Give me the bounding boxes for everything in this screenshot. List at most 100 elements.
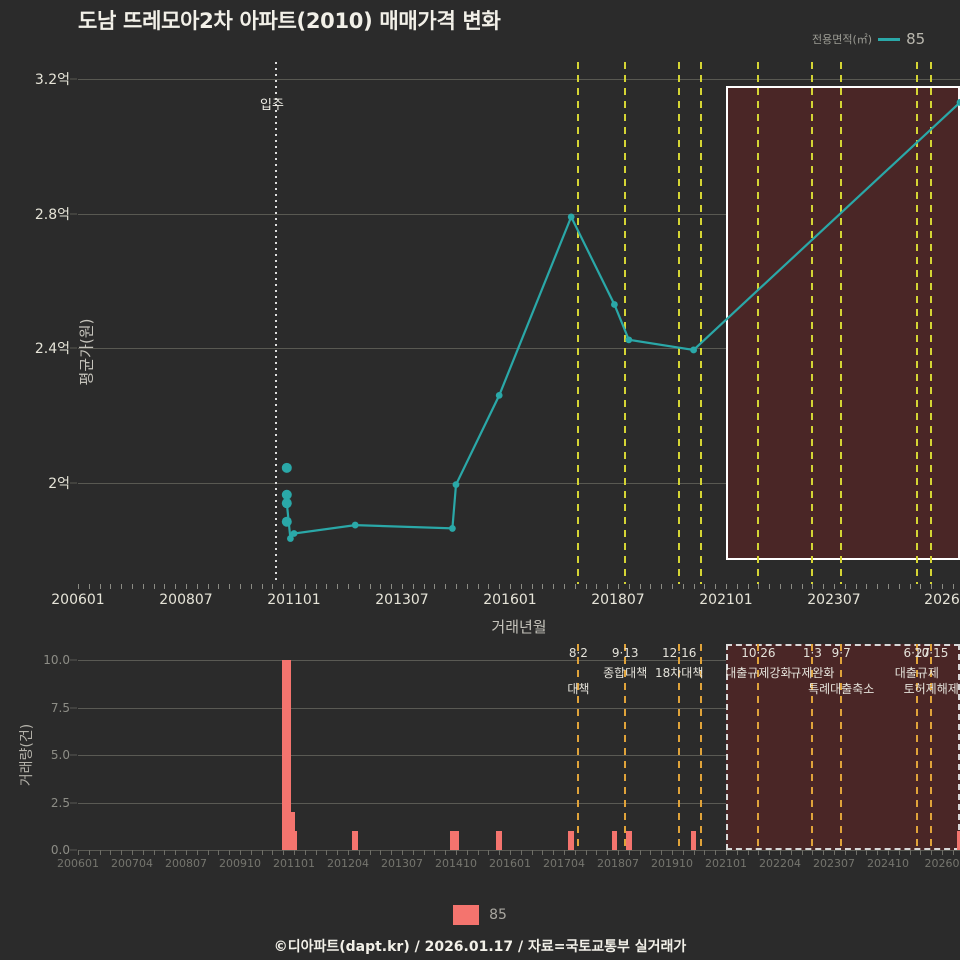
price-x-minor-tick — [445, 584, 447, 589]
price-x-minor-tick — [434, 584, 436, 589]
volume-x-minor-tick — [218, 850, 220, 855]
volume-x-tick-label: 201601 — [489, 857, 531, 870]
volume-x-minor-tick — [499, 850, 501, 855]
volume-x-minor-tick — [661, 850, 663, 855]
price-data-point[interactable] — [452, 481, 460, 489]
volume-x-minor-tick — [121, 850, 123, 855]
volume-x-minor-tick — [682, 850, 684, 855]
volume-x-minor-tick — [585, 850, 587, 855]
price-data-point[interactable] — [287, 535, 294, 542]
volume-bar[interactable] — [625, 831, 632, 850]
policy-date-label: 9·13 — [611, 646, 639, 660]
policy-name-label: 대출규제 — [894, 666, 939, 680]
price-x-minor-tick — [499, 584, 501, 589]
volume-bar[interactable] — [282, 660, 292, 850]
price-scatter-point[interactable] — [281, 462, 292, 473]
volume-x-tick-label: 201204 — [327, 857, 369, 870]
price-x-minor-tick — [326, 584, 328, 589]
price-data-point[interactable] — [956, 99, 960, 106]
price-data-point[interactable] — [625, 336, 633, 344]
volume-legend-swatch — [453, 905, 480, 925]
legend-label: 전용면적(㎡) — [812, 33, 873, 46]
volume-x-minor-tick — [240, 850, 241, 855]
volume-bar[interactable] — [449, 831, 456, 850]
price-data-point[interactable] — [690, 346, 697, 354]
price-data-point[interactable] — [290, 530, 298, 537]
price-data-point[interactable] — [567, 213, 575, 221]
volume-x-minor-tick — [434, 850, 436, 855]
volume-x-minor-tick — [639, 850, 641, 855]
volume-y-tick-mark — [70, 849, 77, 851]
price-x-minor-tick — [931, 584, 933, 589]
price-y-tick-label: 2억 — [48, 475, 70, 492]
price-x-minor-tick — [186, 584, 187, 589]
price-scatter-point[interactable] — [281, 516, 292, 527]
price-x-minor-tick — [250, 584, 252, 589]
volume-x-minor-tick — [88, 850, 90, 855]
price-gridline — [78, 213, 960, 215]
price-line-path — [285, 101, 960, 542]
volume-x-minor-tick — [207, 850, 209, 855]
price-x-minor-tick — [801, 584, 803, 589]
price-x-tick-label: 202307 — [807, 592, 861, 608]
volume-x-minor-tick — [920, 850, 922, 855]
volume-x-minor-tick — [931, 850, 933, 855]
volume-x-minor-tick — [542, 850, 544, 855]
price-data-point[interactable] — [495, 392, 503, 399]
price-data-point[interactable] — [449, 525, 456, 532]
price-x-minor-tick — [747, 584, 749, 589]
volume-x-minor-tick — [412, 850, 414, 855]
volume-bar[interactable] — [957, 831, 960, 850]
price-x-minor-tick — [564, 584, 565, 589]
price-data-point[interactable] — [351, 521, 359, 529]
price-x-minor-tick — [78, 584, 79, 589]
volume-x-tick-label: 200910 — [219, 857, 261, 870]
movein-label: 입주 — [260, 98, 284, 113]
price-gridline — [78, 78, 960, 80]
price-x-minor-tick — [855, 584, 857, 589]
volume-x-minor-tick — [358, 850, 360, 855]
price-x-minor-tick — [844, 584, 846, 589]
price-policy-line — [699, 62, 702, 584]
policy-name-label: 18차대책 — [654, 666, 704, 680]
volume-x-minor-tick — [942, 850, 943, 855]
movein-marker-line — [275, 62, 277, 584]
price-scatter-point[interactable] — [281, 489, 292, 500]
volume-bar[interactable] — [611, 831, 618, 850]
price-scatter-point[interactable] — [281, 498, 292, 509]
volume-x-minor-tick — [488, 850, 490, 855]
price-x-minor-tick — [866, 584, 868, 589]
price-x-minor-tick — [488, 584, 490, 589]
price-x-minor-tick — [553, 584, 555, 589]
price-x-minor-tick — [585, 584, 587, 589]
volume-x-minor-tick — [294, 850, 295, 855]
volume-bar[interactable] — [285, 812, 295, 850]
price-x-minor-tick — [240, 584, 241, 589]
price-x-minor-tick — [661, 584, 663, 589]
volume-y-tick-label: 0.0 — [50, 843, 70, 857]
volume-bar[interactable] — [453, 831, 459, 850]
volume-bar[interactable] — [352, 831, 359, 850]
price-x-minor-tick — [423, 584, 425, 589]
price-x-minor-tick — [337, 584, 339, 589]
policy-date-label: 9·7 — [831, 646, 851, 660]
volume-x-minor-tick — [326, 850, 328, 855]
price-x-minor-tick — [618, 584, 619, 589]
price-y-tick-mark — [70, 347, 77, 349]
volume-bar[interactable] — [291, 831, 297, 850]
volume-x-minor-tick — [747, 850, 749, 855]
policy-name-label: 대책 — [567, 682, 590, 696]
price-data-point[interactable] — [611, 301, 618, 308]
volume-x-tick-label: 202307 — [813, 857, 855, 870]
volume-x-tick-label: 201410 — [435, 857, 477, 870]
volume-bar[interactable] — [690, 831, 697, 850]
volume-y-tick-mark — [70, 802, 77, 803]
price-y-tick-mark — [70, 482, 77, 484]
volume-x-minor-tick — [78, 850, 79, 855]
price-highlight-region — [726, 86, 960, 560]
policy-date-label: 1·3 — [802, 646, 822, 660]
price-y-tick-label: 2.8억 — [34, 206, 70, 223]
volume-policy-line — [678, 644, 681, 850]
volume-bar[interactable] — [568, 831, 575, 850]
volume-bar[interactable] — [496, 831, 503, 850]
